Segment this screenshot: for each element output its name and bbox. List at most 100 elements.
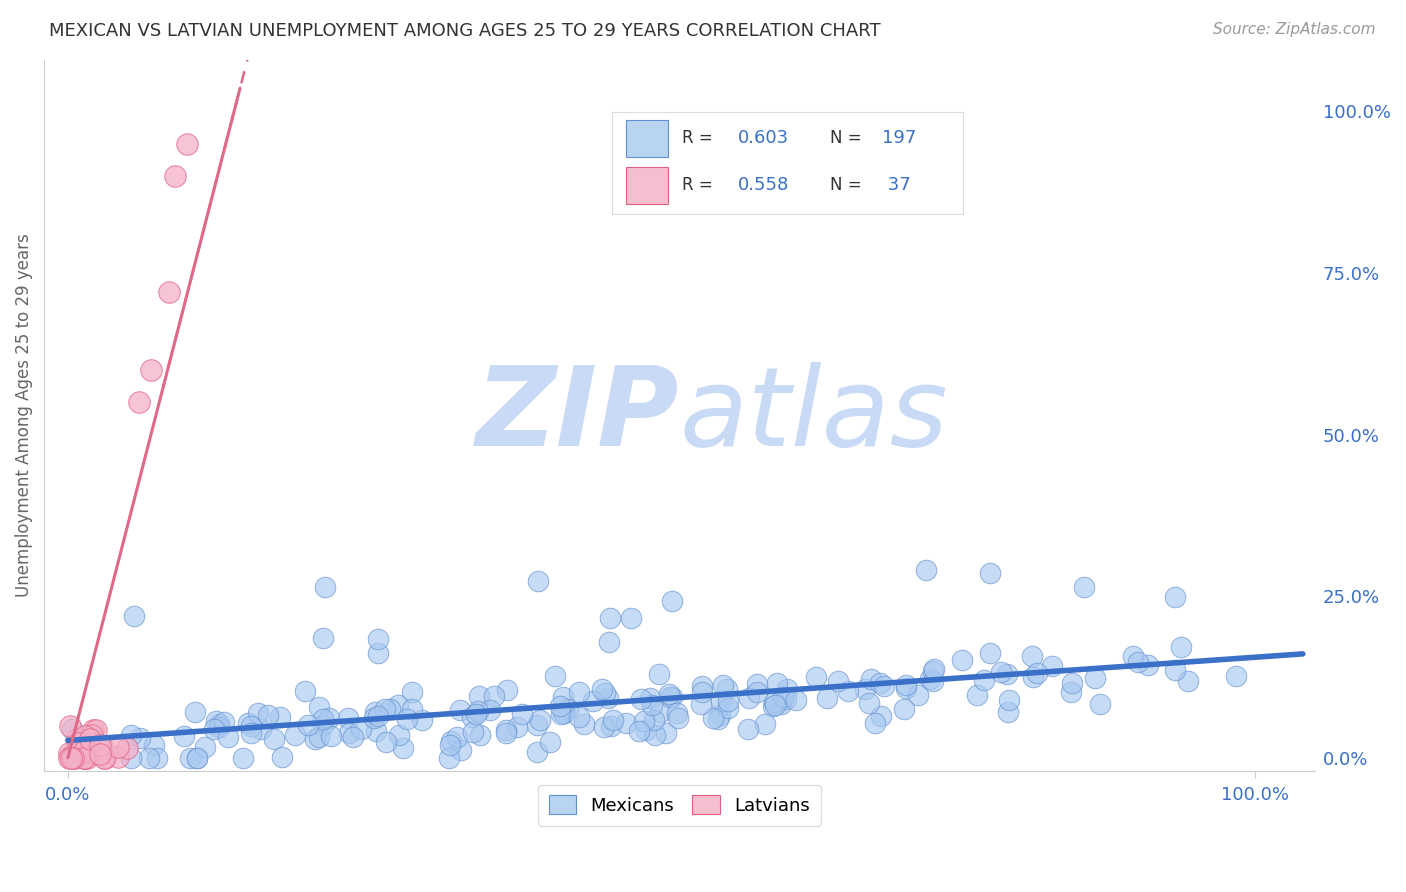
Point [89, 747, 111, 762]
Point [450, 743, 472, 757]
Point [62, 751, 84, 765]
Point [367, 709, 389, 723]
Point [572, 717, 595, 731]
Point [853, 681, 876, 696]
Point [661, 594, 683, 608]
Point [468, 690, 491, 704]
Point [440, 733, 463, 747]
Point [115, 740, 138, 755]
Point [76, 741, 98, 756]
Point [775, 691, 797, 706]
Point [827, 674, 849, 689]
Point [396, 712, 419, 726]
Point [60, 747, 83, 762]
Point [208, 720, 231, 734]
Text: atlas: atlas [679, 361, 948, 468]
Point [762, 699, 785, 714]
Point [163, 169, 186, 183]
Text: 0.558: 0.558 [738, 177, 790, 194]
Point [337, 711, 360, 725]
Point [600, 718, 623, 732]
Bar [626, 120, 668, 157]
Point [246, 706, 269, 720]
Point [194, 739, 217, 754]
Point [387, 728, 409, 742]
Point [75, 751, 97, 765]
Point [186, 751, 208, 765]
Point [702, 711, 724, 725]
Point [593, 720, 616, 734]
Point [1090, 697, 1112, 711]
Point [599, 611, 621, 625]
Point [510, 707, 533, 722]
Point [754, 717, 776, 731]
Point [173, 729, 195, 743]
Point [1122, 648, 1144, 663]
Point [437, 751, 460, 765]
Point [76, 740, 98, 755]
Point [256, 708, 278, 723]
Text: Source: ZipAtlas.com: Source: ZipAtlas.com [1212, 22, 1375, 37]
Point [1026, 665, 1049, 680]
Point [240, 719, 263, 733]
Point [979, 566, 1001, 581]
Point [553, 706, 575, 721]
Point [73, 729, 96, 743]
Point [661, 690, 683, 705]
Point [67, 746, 90, 760]
Point [710, 694, 733, 708]
Point [205, 714, 228, 728]
Point [745, 677, 768, 691]
Point [638, 691, 661, 706]
Point [1040, 659, 1063, 673]
Point [363, 711, 385, 725]
Point [65, 732, 87, 747]
Point [747, 685, 769, 699]
Point [350, 723, 373, 737]
Point [966, 689, 988, 703]
Point [387, 698, 409, 712]
Point [461, 725, 484, 739]
Point [1164, 663, 1187, 677]
Text: MEXICAN VS LATVIAN UNEMPLOYMENT AMONG AGES 25 TO 29 YEARS CORRELATION CHART: MEXICAN VS LATVIAN UNEMPLOYMENT AMONG AG… [49, 22, 880, 40]
Point [527, 574, 550, 589]
Point [666, 711, 689, 725]
Point [304, 732, 326, 747]
Point [690, 685, 713, 699]
Point [143, 738, 166, 752]
Point [997, 693, 1019, 707]
Point [67, 741, 90, 756]
Point [468, 728, 491, 742]
Point [543, 669, 565, 683]
Point [308, 730, 330, 744]
Point [449, 703, 471, 717]
Point [401, 684, 423, 698]
Point [464, 706, 486, 721]
Legend: Mexicans, Latvians: Mexicans, Latvians [538, 785, 821, 826]
Point [139, 363, 162, 377]
Point [232, 751, 254, 765]
Point [762, 695, 785, 709]
Point [184, 706, 207, 720]
Point [568, 685, 591, 699]
Point [270, 750, 292, 764]
Point [837, 684, 859, 698]
Point [495, 726, 517, 740]
Point [648, 666, 671, 681]
Point [1225, 669, 1247, 683]
Point [568, 710, 591, 724]
Point [922, 662, 945, 676]
Point [860, 672, 883, 686]
Point [439, 739, 461, 753]
Point [202, 722, 225, 736]
Point [1060, 676, 1083, 690]
Point [1021, 649, 1043, 664]
Point [120, 751, 142, 765]
Point [633, 714, 655, 729]
Point [364, 724, 387, 739]
Text: 0.603: 0.603 [738, 129, 789, 147]
Point [526, 717, 548, 731]
Point [367, 632, 389, 647]
Point [979, 646, 1001, 660]
Point [602, 713, 624, 727]
